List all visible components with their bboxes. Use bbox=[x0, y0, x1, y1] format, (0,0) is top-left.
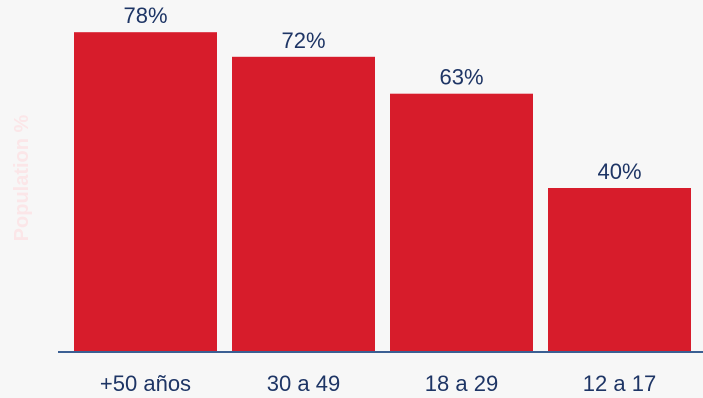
x-tick-label-0: +50 años bbox=[100, 371, 191, 396]
bar-3 bbox=[548, 188, 691, 352]
x-tick-label-1: 30 a 49 bbox=[267, 371, 340, 396]
value-label-2: 63% bbox=[439, 65, 483, 90]
value-label-1: 72% bbox=[281, 28, 325, 53]
bars-layer bbox=[74, 32, 691, 353]
value-label-3: 40% bbox=[597, 159, 641, 184]
x-tick-label-3: 12 a 17 bbox=[583, 371, 656, 396]
bar-2 bbox=[390, 93, 533, 352]
labels-layer: 78% +50 años 72% 30 a 49 63% 18 a 29 40% 12 a 1… bbox=[100, 3, 656, 396]
x-tick-label-2: 18 a 29 bbox=[425, 371, 498, 396]
y-axis-label: Population % bbox=[11, 114, 33, 241]
bar-0 bbox=[74, 32, 217, 352]
value-label-0: 78% bbox=[123, 3, 167, 28]
bar-1 bbox=[232, 56, 375, 353]
